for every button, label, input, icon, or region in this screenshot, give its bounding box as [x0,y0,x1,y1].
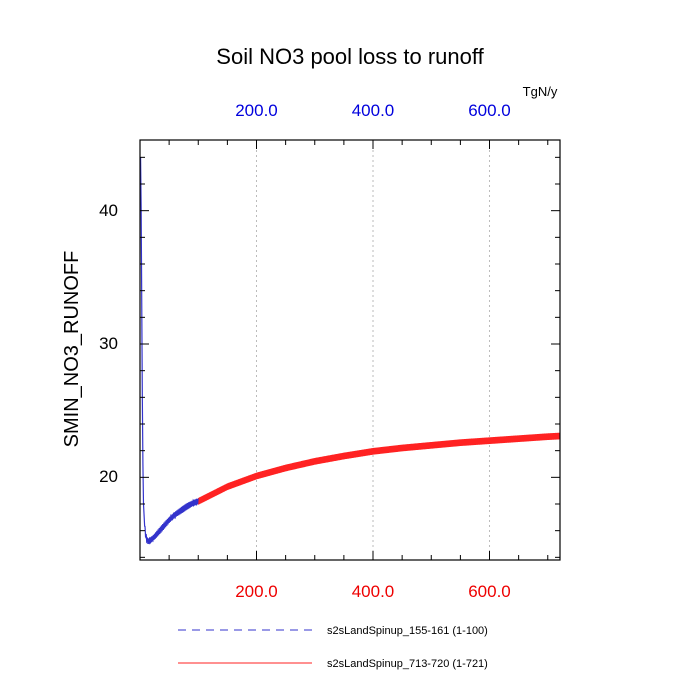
plot-frame [139,139,561,561]
bottom-tick-label: 600.0 [468,582,511,601]
top-tick-label: 600.0 [468,101,511,120]
series-line-blue [139,157,199,545]
bottom-tick-label: 400.0 [352,582,395,601]
series-group [139,157,561,545]
legend-label-red: s2sLandSpinup_713-720 (1-721) [327,658,488,670]
grid-lines [256,140,491,560]
units-label: TgN/y [523,84,558,99]
tick-marks [140,140,560,560]
legend: s2sLandSpinup_155-161 (1-100) s2sLandSpi… [178,625,488,670]
bottom-tick-label: 200.0 [235,582,278,601]
legend-label-blue: s2sLandSpinup_155-161 (1-100) [327,625,488,637]
top-tick-label: 200.0 [235,101,278,120]
top-tick-label: 400.0 [352,101,395,120]
y-tick-label: 40 [99,201,118,220]
y-tick-label: 20 [99,467,118,486]
x-tick-labels-bottom: 200.0 400.0 600.0 [235,582,511,601]
x-tick-labels-top: 200.0 400.0 600.0 [235,101,511,120]
chart-title: Soil NO3 pool loss to runoff [216,44,484,69]
y-tick-label: 30 [99,334,118,353]
y-tick-labels: 20 30 40 [99,201,118,486]
series-line-red [197,432,561,505]
y-axis-label: SMIN_NO3_RUNOFF [61,251,83,448]
